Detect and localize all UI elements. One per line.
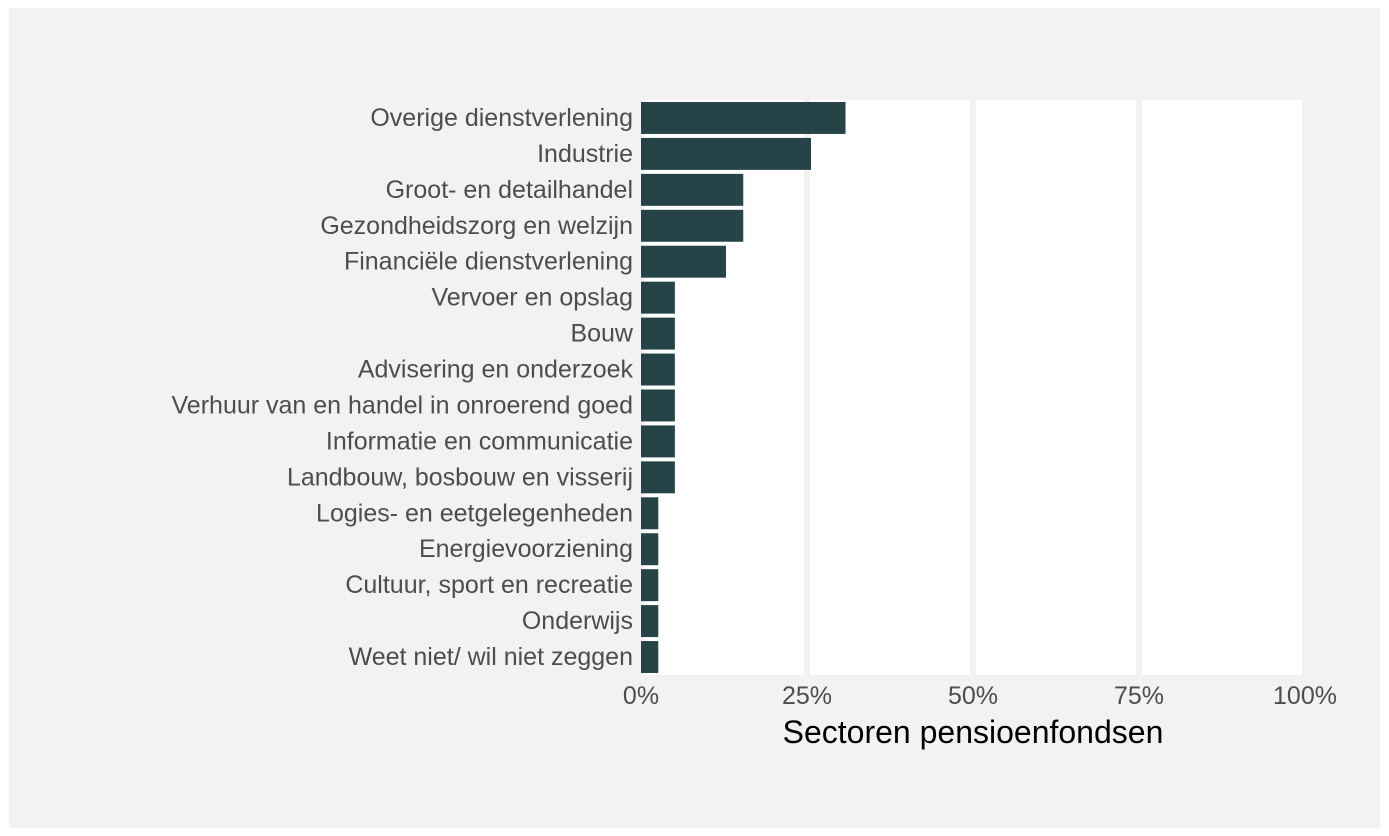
bar xyxy=(641,245,726,278)
bar xyxy=(641,425,675,458)
category-labels: Overige dienstverlening Industrie Groot- e… xyxy=(172,104,634,671)
bar xyxy=(641,173,744,206)
bar xyxy=(641,102,846,134)
category-label: Vervoer en opslag xyxy=(431,284,633,312)
category-label: Informatie en communicatie xyxy=(326,427,633,455)
category-label: Onderwijs xyxy=(522,607,633,635)
category-label: Cultuur, sport en recreatie xyxy=(345,571,633,599)
x-tick-label: 50% xyxy=(948,682,998,710)
category-label: Gezondheidszorg en welzijn xyxy=(320,212,633,240)
bar xyxy=(641,605,659,638)
category-label: Weet niet/ wil niet zeggen xyxy=(349,643,633,671)
x-tick-label: 75% xyxy=(1114,682,1164,710)
bar xyxy=(641,317,675,350)
category-label: Groot- en detailhandel xyxy=(386,176,633,204)
category-label: Advisering en onderzoek xyxy=(358,356,634,384)
x-axis-title: Sectoren pensioenfondsen xyxy=(783,714,1164,750)
x-tick-label: 0% xyxy=(623,682,659,710)
category-label: Overige dienstverlening xyxy=(370,104,633,132)
category-label: Industrie xyxy=(537,140,633,168)
x-tick-labels: 0% 25% 50% 75% 100% xyxy=(623,682,1337,710)
chart-background: Overige dienstverlening Industrie Groot- e… xyxy=(9,8,1380,828)
x-tick-label: 100% xyxy=(1273,682,1337,710)
category-label: Bouw xyxy=(570,320,633,348)
category-label: Landbouw, bosbouw en visserij xyxy=(287,463,633,491)
bar xyxy=(641,461,675,494)
bar xyxy=(641,569,659,602)
bar xyxy=(641,353,675,386)
category-label: Energievoorziening xyxy=(419,535,633,563)
category-label: Logies- en eetgelegenheden xyxy=(316,499,633,527)
bar xyxy=(641,137,811,170)
bar xyxy=(641,533,659,566)
bar xyxy=(641,641,659,673)
bars xyxy=(641,102,846,673)
category-label: Verhuur van en handel in onroerend goed xyxy=(172,391,633,419)
category-label: Financiële dienstverlening xyxy=(344,248,633,276)
x-tick-label: 25% xyxy=(782,682,832,710)
bar xyxy=(641,209,744,242)
bar xyxy=(641,281,675,314)
bar-chart: Overige dienstverlening Industrie Groot- e… xyxy=(172,100,1337,750)
bar xyxy=(641,389,675,422)
bar xyxy=(641,497,659,530)
